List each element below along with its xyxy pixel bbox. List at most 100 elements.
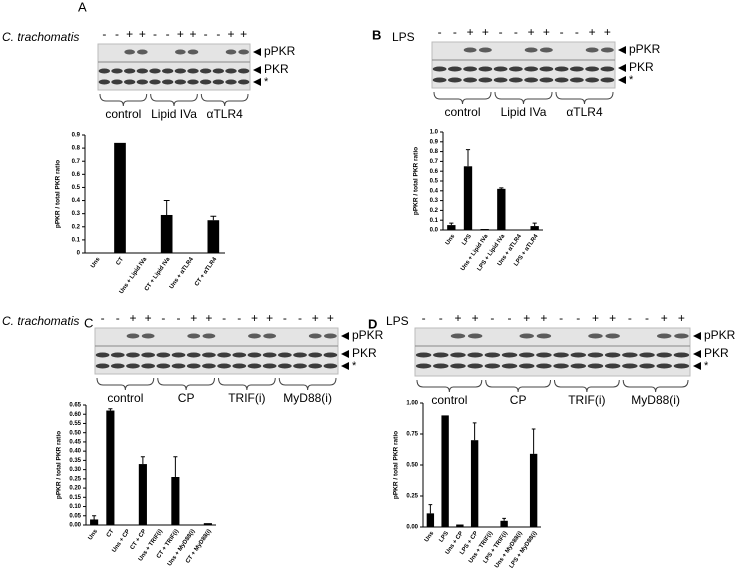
blot-band [141,333,155,339]
blot-band [570,352,587,358]
blot-band [187,68,199,74]
blot-band [141,352,155,358]
lane-sign: + [472,311,479,325]
bar [90,519,99,525]
blot-band [539,66,554,72]
blot-band [415,363,432,369]
blot-band [622,363,638,369]
y-tick-label: 0.5 [72,185,81,191]
y-tick-label: 0.25 [406,494,418,500]
error-bar [465,149,471,167]
y-tick-label: 0.25 [69,476,81,482]
blot-band [123,79,136,85]
blot-band [110,352,125,358]
group-brace [555,91,614,105]
blot-band [217,352,231,358]
group-label: MyD88(i) [283,391,332,405]
error-bar [173,456,178,477]
y-tick-label: 0.20 [69,486,81,492]
group-label: TRIF(i) [228,391,265,405]
group-brace [494,91,553,105]
blot-band [415,352,432,358]
blot-band [232,352,247,358]
blot-band [136,79,149,85]
group-label: Lipid IVa [501,105,547,119]
blot-band [186,352,201,358]
lane-sign: - [514,25,518,39]
band-label: * [704,360,709,372]
band-label: * [264,76,269,88]
blot-band [478,77,493,83]
group-label: control [105,107,141,121]
band-label: pPKR [704,328,736,342]
blot-band [524,77,538,83]
blot-band [600,66,615,72]
lane-sign: + [145,311,152,325]
lane-sign: - [560,25,564,39]
lane-sign: + [523,311,530,325]
blot-band [657,333,672,339]
blot-band [448,77,462,83]
blot-band [493,66,508,72]
band-arrow [618,64,626,72]
lane-sign: - [283,311,287,325]
blot-band [187,49,199,55]
blot-band [518,352,535,358]
blot-band [237,79,250,85]
error-bar [532,222,537,227]
blot-band [95,363,110,369]
lane-sign: - [499,25,503,39]
y-tick-label: 0.2 [430,208,439,214]
blot-band [467,363,483,369]
blot-band [171,363,186,369]
blot-band [588,333,603,339]
blot-band [149,68,161,74]
group-brace [150,93,198,107]
blot-band [674,333,689,339]
blot-band [536,352,552,358]
y-tick-label: 0.8 [430,149,439,155]
blot-band [433,352,449,358]
x-tick-label: CT + αTLR4 [194,256,219,287]
y-tick-label: 0.30 [69,467,81,473]
blot-band [570,66,584,72]
blot-band [639,352,655,358]
y-tick-label: 0.0 [430,228,439,234]
error-bar [531,428,536,454]
blot-band [656,363,672,369]
blot-band [141,363,155,369]
blot-band [509,77,523,83]
bar [447,225,456,230]
y-tick-label: 0.10 [69,504,81,510]
blot-band [136,68,149,74]
lane-sign: - [453,25,457,39]
blot-band [604,352,621,358]
blot-band [509,66,523,72]
blot-band [536,363,552,369]
blot-membrane [431,41,616,89]
lane-sign: + [251,311,258,325]
blot-band [248,333,261,339]
blot-band [450,333,466,339]
band-arrow [253,48,261,56]
y-tick-label: 0.65 [69,403,81,409]
lane-sign: - [575,25,579,39]
blot-band [202,352,216,358]
blot-band [156,352,171,358]
blot-band [587,363,604,369]
blot-band [463,77,477,83]
error-bar [108,408,113,411]
blot-band [656,352,672,358]
y-tick-label: 0.35 [69,458,81,464]
x-tick-label: LPS [461,234,473,247]
group-brace [96,377,155,391]
blot-band [232,363,247,369]
group-brace [416,379,483,393]
band-label: pPKR [629,42,661,56]
panel-letter: C [84,315,93,330]
y-tick-label: 0.2 [72,224,81,230]
lane-sign: - [439,311,443,325]
bar [138,464,147,525]
treatment-label: LPS [386,314,409,328]
